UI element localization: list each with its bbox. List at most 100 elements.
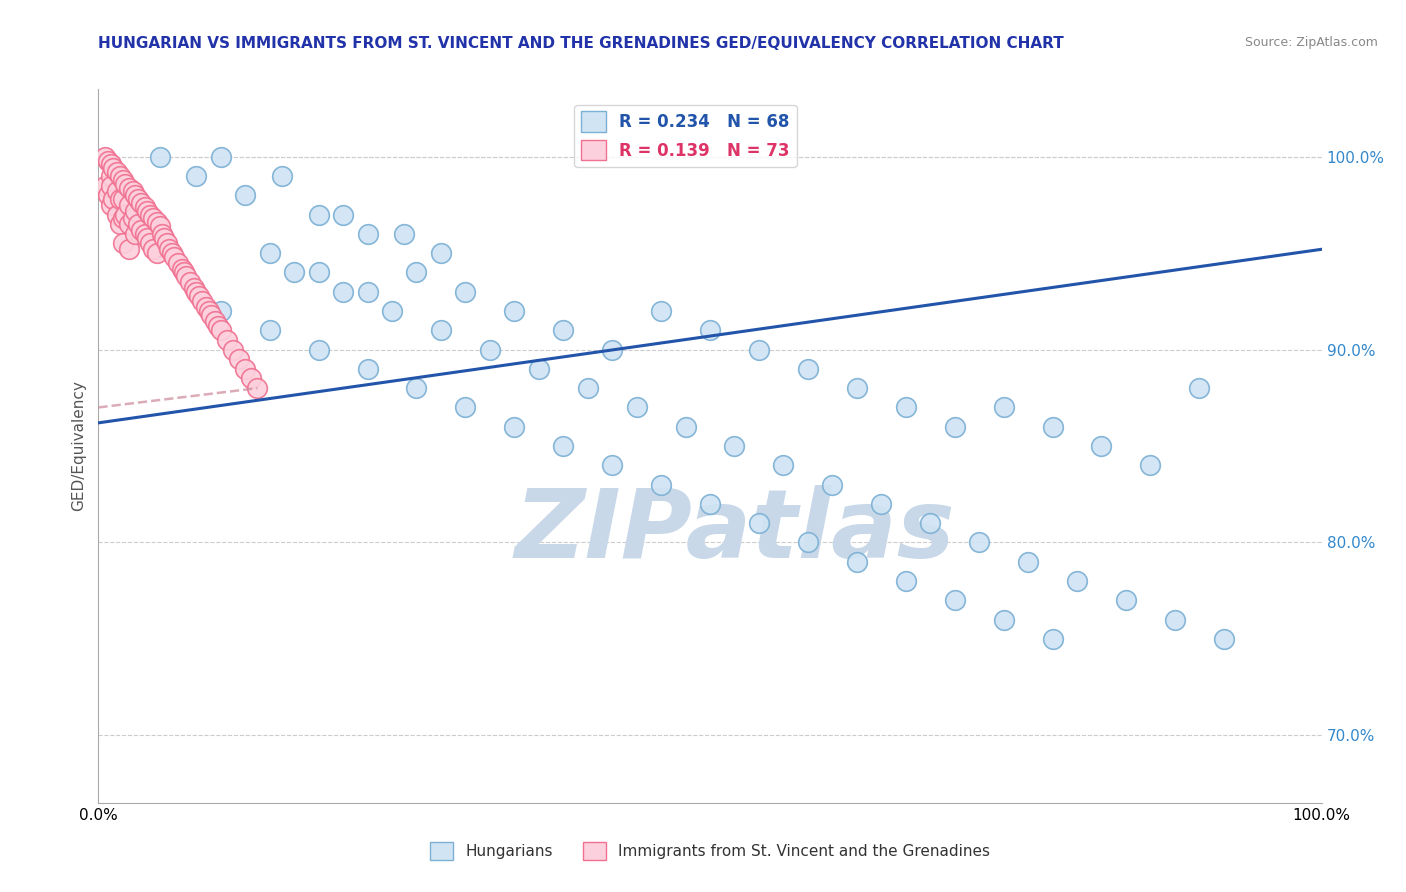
Point [142,211,165,226]
Point [124,203,146,218]
Point [146,215,169,229]
Point [381,304,404,318]
Point [332,208,354,222]
Point [894,401,917,415]
Point [228,352,250,367]
Point [259,246,281,260]
Point [894,574,917,588]
Point [308,343,330,357]
Point [699,323,721,337]
Point [967,535,990,549]
Point [118,198,141,212]
Point [699,497,721,511]
Point [215,333,238,347]
Point [553,323,575,337]
Point [195,300,218,314]
Point [160,246,183,260]
Point [173,265,195,279]
Point [136,203,159,218]
Point [430,323,453,337]
Point [93,178,115,193]
Point [993,401,1015,415]
Point [157,242,180,256]
Point [503,304,526,318]
Point [101,192,124,206]
Point [129,196,152,211]
Point [356,362,378,376]
Point [100,198,122,212]
Point [920,516,942,530]
Point [93,150,115,164]
Point [576,381,599,395]
Point [142,242,165,256]
Point [118,180,141,194]
Point [748,516,770,530]
Point [650,477,672,491]
Point [405,265,427,279]
Point [943,419,966,434]
Y-axis label: GED/Equivalency: GED/Equivalency [72,381,87,511]
Point [1139,458,1161,473]
Point [118,242,141,256]
Point [283,265,305,279]
Point [675,419,697,434]
Point [209,323,232,337]
Point [100,157,122,171]
Point [233,362,256,376]
Point [167,256,190,270]
Point [1212,632,1234,646]
Point [110,217,132,231]
Point [139,236,162,251]
Point [845,555,868,569]
Point [111,236,134,251]
Legend: Hungarians, Immigrants from St. Vincent and the Grenadines: Hungarians, Immigrants from St. Vincent … [423,836,997,866]
Point [240,371,263,385]
Point [1017,555,1039,569]
Point [105,165,128,179]
Point [101,161,124,176]
Point [772,458,794,473]
Point [110,169,132,183]
Point [845,381,868,395]
Point [156,236,179,251]
Point [650,304,672,318]
Point [270,169,294,183]
Point [723,439,745,453]
Point [111,211,134,226]
Point [553,439,575,453]
Point [1115,593,1137,607]
Point [246,381,269,395]
Point [149,219,172,234]
Point [405,381,427,395]
Point [503,419,526,434]
Point [127,192,149,206]
Point [259,323,281,337]
Point [139,208,162,222]
Point [478,343,501,357]
Point [454,401,477,415]
Point [1188,381,1211,395]
Point [124,227,146,241]
Point [134,200,156,214]
Text: ZIPatlas: ZIPatlas [515,485,955,578]
Point [146,246,169,260]
Point [105,185,128,199]
Point [121,185,143,199]
Point [149,150,172,164]
Point [187,288,209,302]
Point [186,285,208,299]
Point [176,269,198,284]
Point [100,169,122,183]
Point [356,285,378,299]
Point [207,319,229,334]
Point [97,188,120,202]
Point [1042,419,1064,434]
Point [153,230,176,244]
Point [97,153,120,168]
Point [430,246,453,260]
Point [105,208,128,222]
Point [1066,574,1088,588]
Point [127,217,149,231]
Point [163,250,186,264]
Point [136,230,159,244]
